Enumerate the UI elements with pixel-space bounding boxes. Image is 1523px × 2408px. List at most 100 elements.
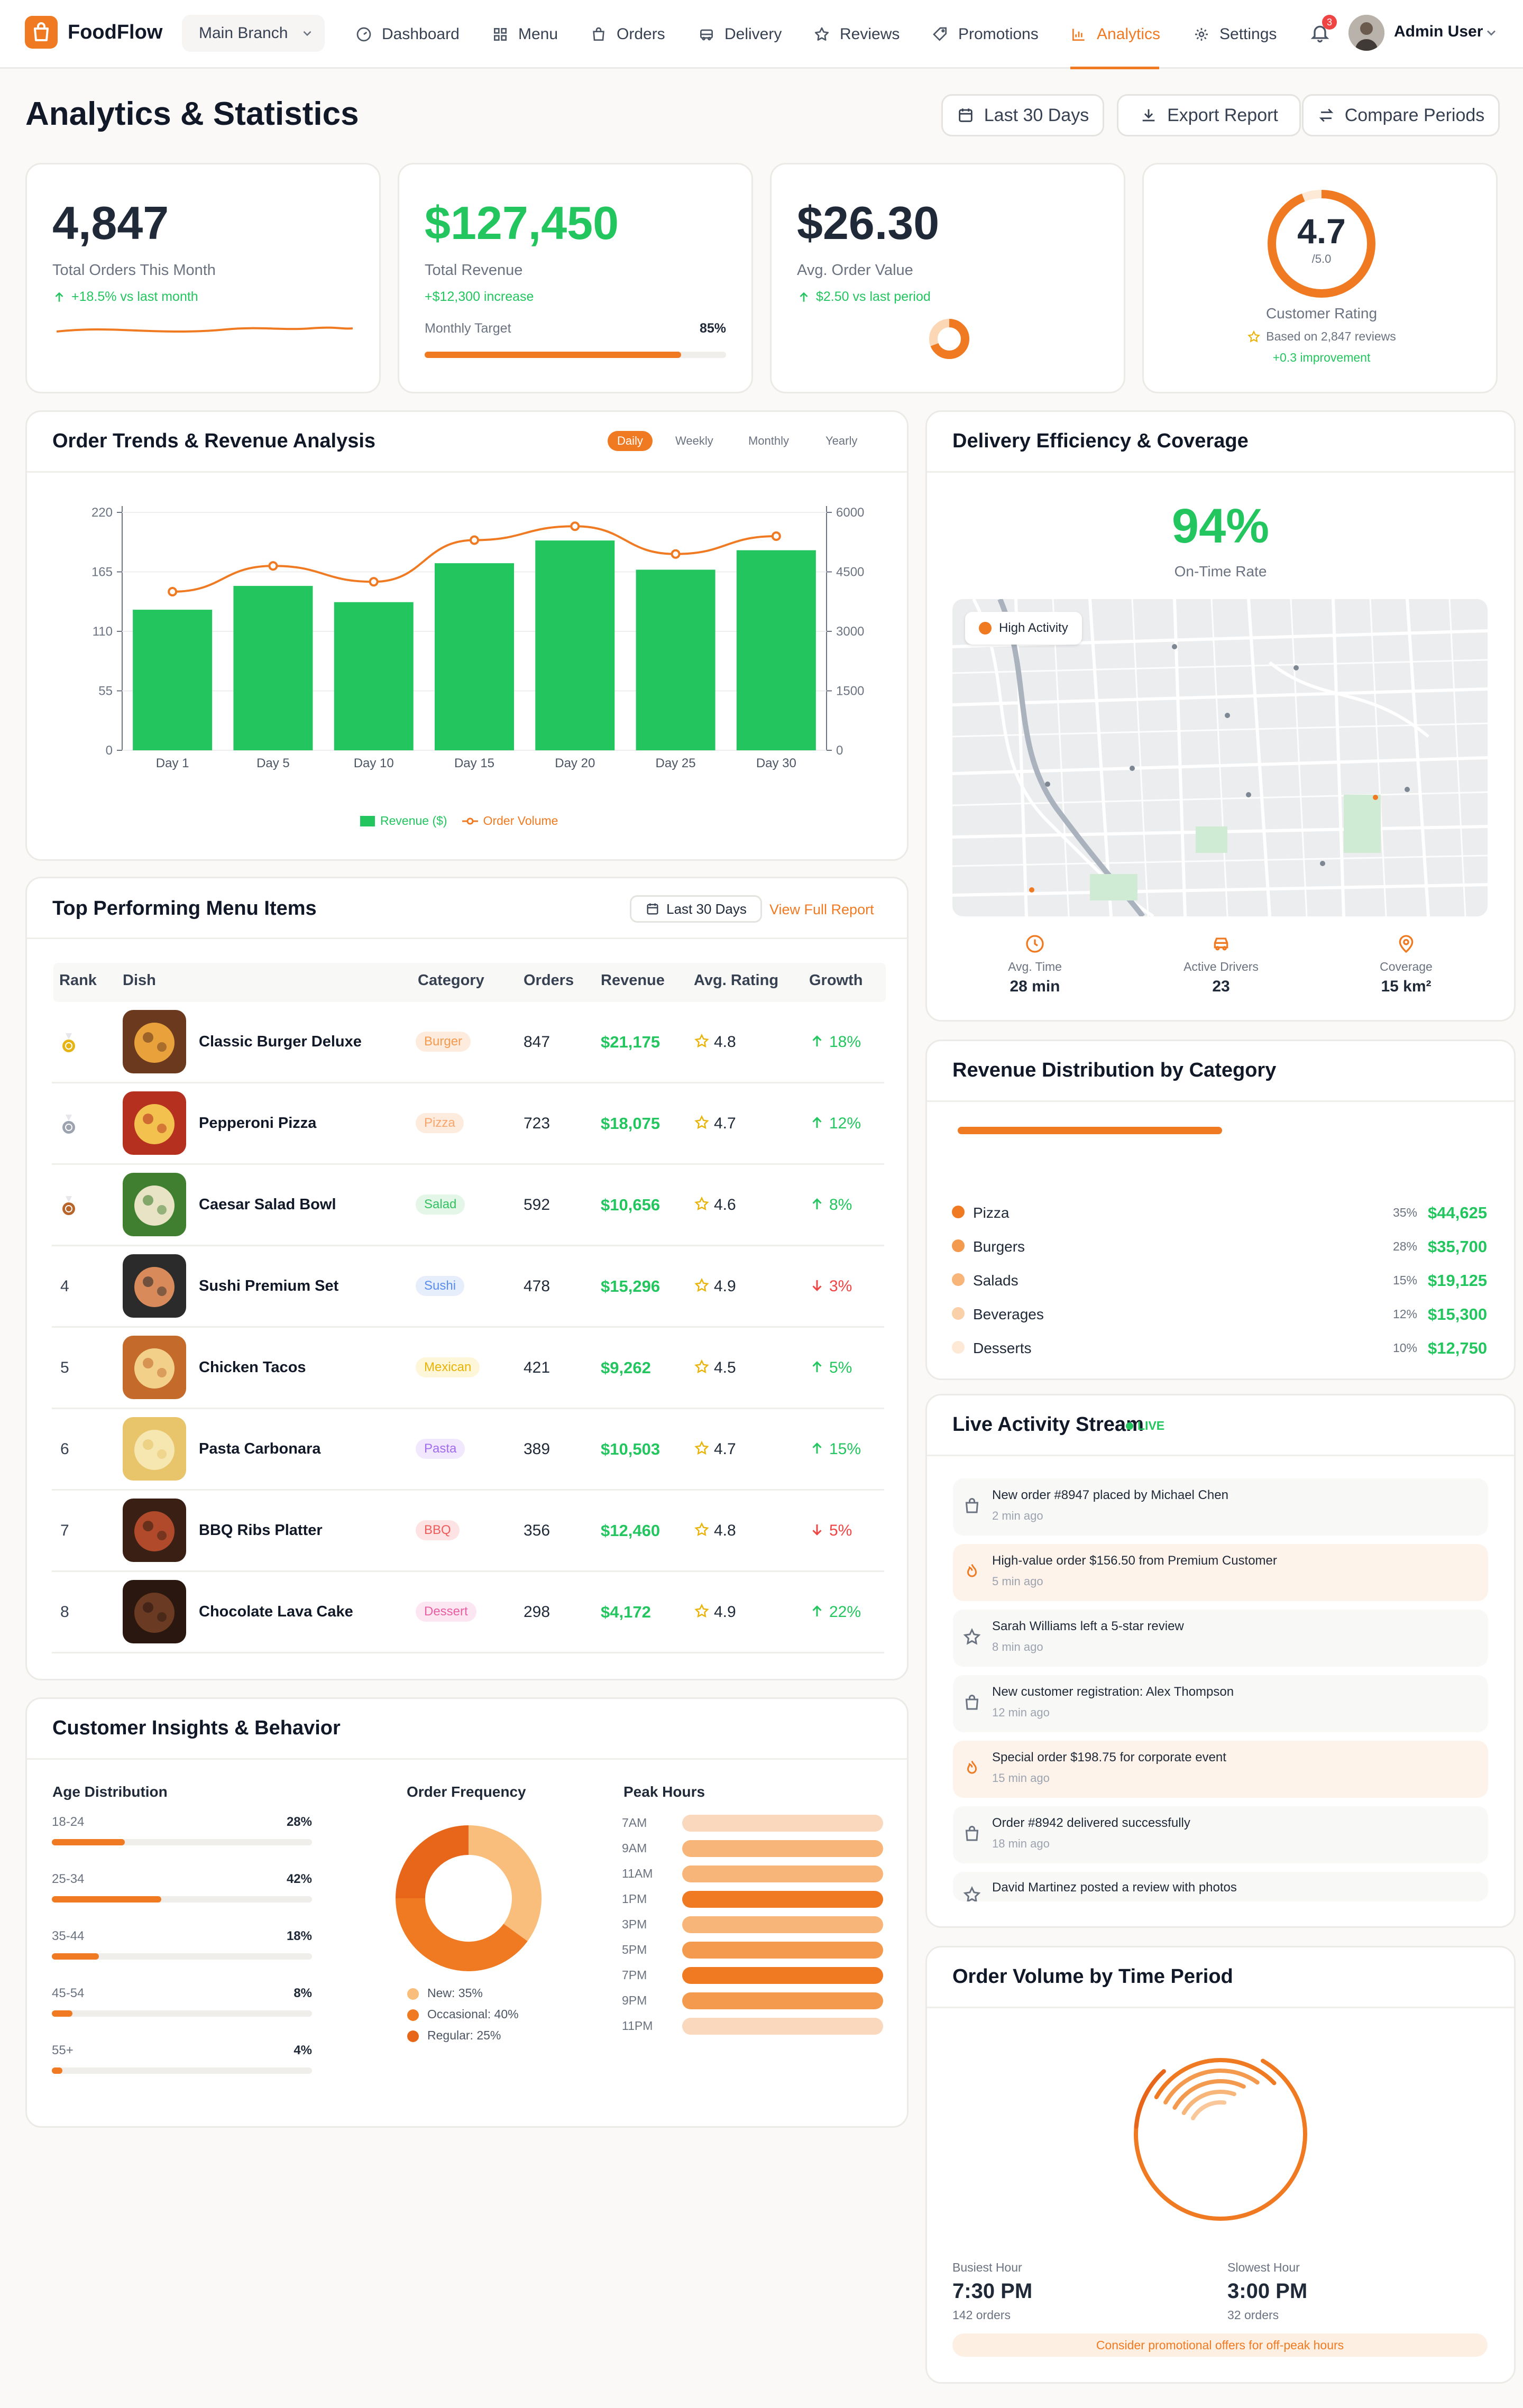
rating-cell: 4.9 xyxy=(714,1603,736,1621)
activity-item[interactable]: Sarah Williams left a 5-star review 8 min… xyxy=(953,1610,1488,1667)
dish-name[interactable]: Chicken Tacos xyxy=(199,1359,306,1376)
activity-item[interactable]: New customer registration: Alex Thompson… xyxy=(953,1675,1488,1732)
tab-weekly[interactable]: Weekly xyxy=(675,434,713,447)
nav-analytics[interactable]: Analytics xyxy=(1070,0,1160,69)
orders-point[interactable] xyxy=(570,521,580,531)
kpi-aov-card: $26.30 Avg. Order Value $2.50 vs last pe… xyxy=(770,163,1125,393)
orders-point[interactable] xyxy=(168,587,178,596)
frequency-slice[interactable] xyxy=(396,1898,528,1971)
star-icon xyxy=(694,1359,710,1375)
card-title: Order Trends & Revenue Analysis xyxy=(52,430,376,452)
range-selector[interactable]: Last 30 Days xyxy=(630,895,762,923)
growth-cell: 5% xyxy=(829,1522,852,1539)
page-title: Analytics & Statistics xyxy=(25,96,359,132)
activity-text: Sarah Williams left a 5-star review xyxy=(992,1619,1184,1633)
category-value: $35,700 xyxy=(1428,1237,1488,1256)
nav-label: Promotions xyxy=(958,25,1039,43)
card-title: Delivery Efficiency & Coverage xyxy=(952,430,1249,452)
frequency-title: Order Frequency xyxy=(407,1784,526,1800)
export-report-button[interactable]: Export Report xyxy=(1117,94,1301,136)
compare-periods-button[interactable]: Compare Periods xyxy=(1302,94,1500,136)
growth-cell: 15% xyxy=(829,1440,861,1458)
activity-item[interactable]: High-value order $156.50 from Premium Cu… xyxy=(953,1544,1488,1601)
frequency-slice[interactable] xyxy=(396,1825,469,1899)
target-label: Monthly Target xyxy=(425,321,511,336)
age-bar-track xyxy=(52,2067,312,2074)
bag-icon xyxy=(962,1824,981,1843)
revenue-bar[interactable] xyxy=(233,586,313,750)
category-pill: Burger xyxy=(416,1032,471,1052)
brand-name[interactable]: FoodFlow xyxy=(68,21,163,43)
orders-point[interactable] xyxy=(771,531,781,541)
dish-name[interactable]: Pasta Carbonara xyxy=(199,1440,321,1457)
activity-item[interactable]: Order #8942 delivered successfully 18 min… xyxy=(953,1806,1488,1863)
nav-menu[interactable]: Menu xyxy=(492,0,558,69)
nav-promotions[interactable]: Promotions xyxy=(932,0,1039,69)
dish-name[interactable]: Classic Burger Deluxe xyxy=(199,1033,362,1050)
trend-chart: 0 55 110 165 220 0 1500 3000 4500 6000 Day 1 Day 5 D… xyxy=(91,506,864,770)
bag-icon xyxy=(962,1496,981,1515)
nav-orders[interactable]: Orders xyxy=(590,0,665,69)
peak-hour-bar xyxy=(682,1840,883,1857)
card-title: Live Activity Stream xyxy=(952,1413,1144,1436)
revenue-bar[interactable] xyxy=(535,540,615,750)
car-icon xyxy=(1214,938,1228,951)
nav-reviews[interactable]: Reviews xyxy=(813,0,900,69)
nav-dashboard[interactable]: Dashboard xyxy=(355,0,460,69)
age-pct: 18% xyxy=(286,1929,312,1943)
kpi-value: $26.30 xyxy=(797,197,940,249)
nav-settings[interactable]: Settings xyxy=(1193,0,1277,69)
revenue-bar[interactable] xyxy=(736,550,816,750)
branch-selector[interactable]: Main Branch xyxy=(182,15,325,52)
frequency-slice[interactable] xyxy=(468,1825,542,1942)
dish-name[interactable]: Pepperoni Pizza xyxy=(199,1115,317,1132)
date-range-button[interactable]: Last 30 Days xyxy=(941,94,1104,136)
peak-title: Peak Hours xyxy=(623,1784,705,1800)
chevron-down-icon[interactable] xyxy=(1484,25,1499,40)
map-tag-label: High Activity xyxy=(999,621,1068,635)
promo-tip: Consider promotional offers for off-peak… xyxy=(952,2333,1488,2357)
star-icon xyxy=(694,1277,710,1293)
activity-item[interactable]: Special order $198.75 for corporate even… xyxy=(953,1741,1488,1798)
dish-name[interactable]: Chocolate Lava Cake xyxy=(199,1603,353,1620)
dish-photo xyxy=(123,1254,186,1318)
dish-name[interactable]: Sushi Premium Set xyxy=(199,1277,339,1294)
card-title: Top Performing Menu Items xyxy=(52,897,317,920)
revenue-bar[interactable] xyxy=(435,563,514,750)
target-pct: 85% xyxy=(700,321,727,336)
orders-point[interactable] xyxy=(671,549,681,559)
x-tick-label: Day 10 xyxy=(354,756,394,770)
category-name: Desserts xyxy=(973,1340,1032,1356)
user-name[interactable]: Admin User xyxy=(1394,23,1483,40)
delivery-stat-time xyxy=(1003,933,1067,954)
delivery-map[interactable]: High Activity xyxy=(952,599,1488,916)
avatar[interactable] xyxy=(1348,15,1384,51)
tab-daily[interactable]: Daily xyxy=(608,431,653,451)
rank-number: 6 xyxy=(60,1440,69,1458)
logo-icon[interactable] xyxy=(25,16,58,49)
activity-item[interactable]: New order #8947 placed by Michael Chen 2 … xyxy=(953,1478,1488,1536)
x-tick-label: Day 25 xyxy=(656,756,696,770)
revenue-bar[interactable] xyxy=(636,569,715,750)
revenue-bar[interactable] xyxy=(133,610,213,750)
notifications-button[interactable]: 3 xyxy=(1309,15,1337,45)
orders-point[interactable] xyxy=(268,561,278,571)
dish-name[interactable]: Caesar Salad Bowl xyxy=(199,1196,336,1213)
row-divider xyxy=(52,1489,884,1491)
activity-text: High-value order $156.50 from Premium Cu… xyxy=(992,1554,1277,1568)
clock-icon xyxy=(1026,935,1044,953)
rating-ring xyxy=(1268,190,1375,298)
view-full-report-link[interactable]: View Full Report xyxy=(769,902,874,917)
tab-yearly[interactable]: Yearly xyxy=(825,434,858,447)
dish-name[interactable]: BBQ Ribs Platter xyxy=(199,1522,323,1539)
age-label: 55+ xyxy=(52,2043,74,2057)
orders-point[interactable] xyxy=(369,577,379,587)
aov-mini-donut xyxy=(929,319,969,359)
orders-point[interactable] xyxy=(470,535,479,545)
bell-icon xyxy=(1310,25,1329,43)
revenue-bar[interactable] xyxy=(334,602,414,750)
nav-delivery[interactable]: Delivery xyxy=(698,0,782,69)
activity-item[interactable]: David Martinez posted a review with phot… xyxy=(953,1872,1488,1901)
tab-monthly[interactable]: Monthly xyxy=(748,434,790,447)
live-dot xyxy=(1126,1422,1133,1430)
